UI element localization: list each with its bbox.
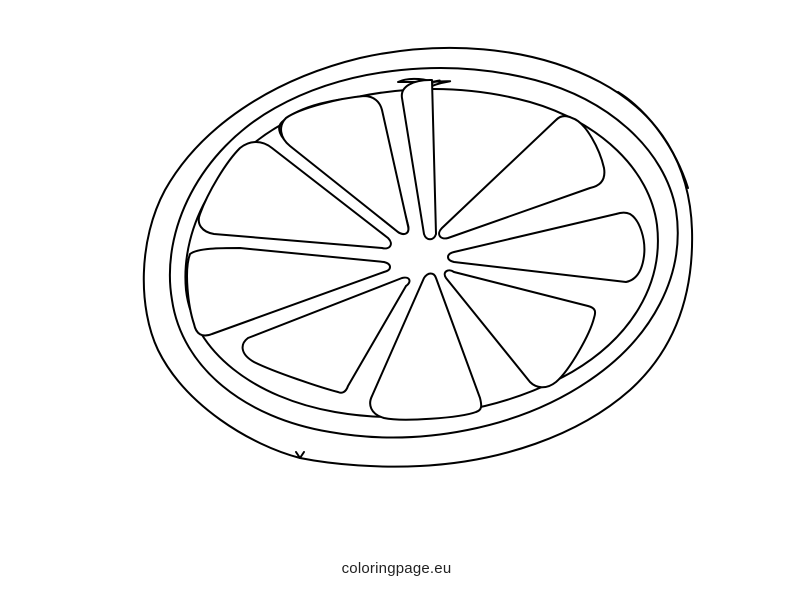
segment-2 — [438, 115, 606, 240]
segment-6 — [241, 276, 411, 394]
peel-crease — [617, 91, 689, 189]
segment-9-visible — [280, 95, 410, 235]
segment-3 — [447, 211, 646, 283]
segment-7 — [186, 247, 391, 337]
segment-4 — [443, 269, 597, 389]
segment-1 — [400, 79, 437, 241]
peel-outline — [142, 46, 694, 468]
segments-render — [186, 79, 646, 421]
peel-notch — [295, 451, 305, 459]
watermark-text: coloringpage.eu — [341, 560, 452, 577]
peel-rim — [168, 67, 679, 439]
segment-5 — [369, 272, 483, 421]
segment-8 — [197, 141, 392, 250]
